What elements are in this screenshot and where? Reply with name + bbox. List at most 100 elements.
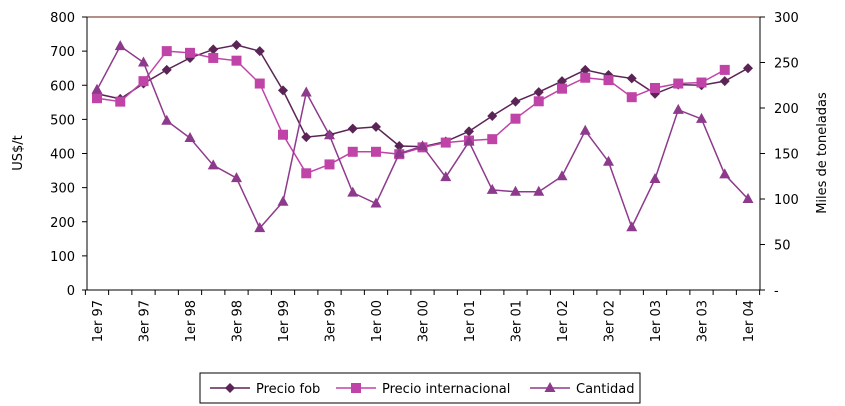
marker-diamond: [464, 126, 474, 137]
y2-tick-label: 50: [774, 239, 791, 254]
marker-triangle: [184, 132, 196, 143]
marker-diamond: [580, 64, 591, 75]
marker-square: [138, 76, 149, 87]
marker-triangle: [696, 112, 707, 123]
marker-square: [371, 146, 381, 157]
marker-square: [626, 92, 637, 103]
x-tick-label: 1er 99: [277, 300, 292, 342]
marker-square: [92, 93, 102, 104]
y2-tick-label: 300: [774, 11, 799, 26]
x-tick-label: 3er 02: [603, 300, 618, 342]
marker-triangle: [347, 186, 359, 197]
marker-square: [185, 47, 195, 58]
marker-square: [231, 55, 242, 66]
y2-tick-label: 100: [774, 193, 799, 208]
marker-triangle: [254, 222, 266, 233]
marker-square: [650, 82, 660, 93]
legend-label: Precio internacional: [382, 382, 510, 397]
y-tick-label: 500: [50, 113, 75, 128]
legend-box: [199, 372, 641, 404]
legend-label: Precio fob: [256, 382, 320, 397]
marker-triangle: [579, 124, 591, 135]
marker-triangle: [231, 172, 242, 183]
x-tick-label: 3er 00: [417, 300, 432, 342]
marker-triangle: [138, 56, 149, 67]
marker-triangle: [370, 197, 382, 208]
marker-triangle: [417, 140, 428, 151]
y2-axis-label: Miles de toneladas: [815, 92, 830, 214]
marker-diamond: [301, 132, 312, 143]
marker-square: [208, 52, 219, 63]
marker-triangle: [324, 129, 335, 140]
marker-square: [324, 159, 335, 170]
marker-square: [278, 129, 288, 140]
marker-triangle: [440, 171, 452, 182]
marker-triangle: [114, 40, 126, 51]
marker-triangle: [649, 172, 661, 183]
marker-square: [673, 78, 684, 89]
x-tick-label: 1er 02: [556, 300, 571, 342]
marker-triangle: [91, 83, 103, 94]
marker-triangle: [510, 185, 521, 196]
series-line: [96, 45, 749, 230]
marker-diamond: [225, 383, 235, 393]
marker-triangle: [207, 159, 219, 170]
marker-diamond: [254, 46, 265, 57]
x-tick-label: 1er 98: [184, 300, 199, 342]
y-tick-label: 700: [50, 45, 75, 60]
x-tick-label: 1er 03: [649, 300, 664, 342]
y2-tick-label: 250: [774, 57, 799, 72]
marker-triangle: [556, 170, 568, 181]
x-tick-label: 3er 03: [696, 300, 711, 342]
marker-triangle: [393, 147, 405, 158]
marker-triangle: [626, 221, 638, 232]
y2-tick-label: 200: [774, 102, 799, 117]
marker-triangle: [277, 195, 289, 206]
marker-square: [347, 146, 358, 157]
y2-tick-label: 150: [774, 148, 799, 163]
x-tick-label: 1er 04: [742, 300, 757, 342]
marker-triangle: [742, 193, 754, 203]
marker-triangle: [603, 155, 614, 166]
marker-triangle: [486, 183, 498, 194]
marker-diamond: [371, 121, 381, 132]
x-tick-label: 1er 01: [463, 300, 478, 342]
marker-diamond: [161, 64, 172, 75]
marker-triangle: [463, 135, 475, 146]
marker-diamond: [533, 87, 544, 98]
marker-diamond: [278, 85, 288, 96]
marker-diamond: [719, 76, 730, 87]
marker-square: [696, 77, 707, 88]
marker-triangle: [672, 103, 684, 114]
legend-label: Cantidad: [576, 382, 634, 397]
marker-triangle: [533, 185, 545, 196]
marker-square: [115, 96, 126, 107]
y-tick-label: 800: [50, 11, 75, 26]
marker-square: [487, 134, 498, 145]
x-tick-label: 3er 98: [231, 300, 246, 342]
y-axis-label: US$/t: [11, 135, 26, 171]
marker-diamond: [626, 73, 637, 84]
marker-square: [161, 46, 172, 57]
marker-diamond: [231, 39, 242, 50]
marker-triangle: [719, 168, 731, 179]
y-tick-label: 200: [50, 216, 75, 231]
marker-triangle: [300, 86, 312, 97]
marker-diamond: [208, 44, 219, 55]
marker-square: [533, 96, 544, 107]
y-tick-label: 0: [67, 284, 75, 299]
marker-square: [580, 72, 591, 83]
marker-square: [719, 64, 730, 75]
marker-diamond: [743, 63, 753, 74]
marker-triangle: [161, 114, 173, 125]
marker-square: [254, 78, 265, 89]
marker-diamond: [487, 110, 498, 121]
y-tick-label: 400: [50, 148, 75, 163]
marker-square: [510, 113, 521, 124]
marker-diamond: [394, 140, 405, 151]
marker-diamond: [347, 123, 358, 134]
x-tick-label: 3er 97: [138, 300, 153, 342]
x-tick-label: 1er 97: [91, 300, 106, 342]
marker-diamond: [557, 76, 567, 87]
y-tick-label: 300: [50, 182, 75, 197]
